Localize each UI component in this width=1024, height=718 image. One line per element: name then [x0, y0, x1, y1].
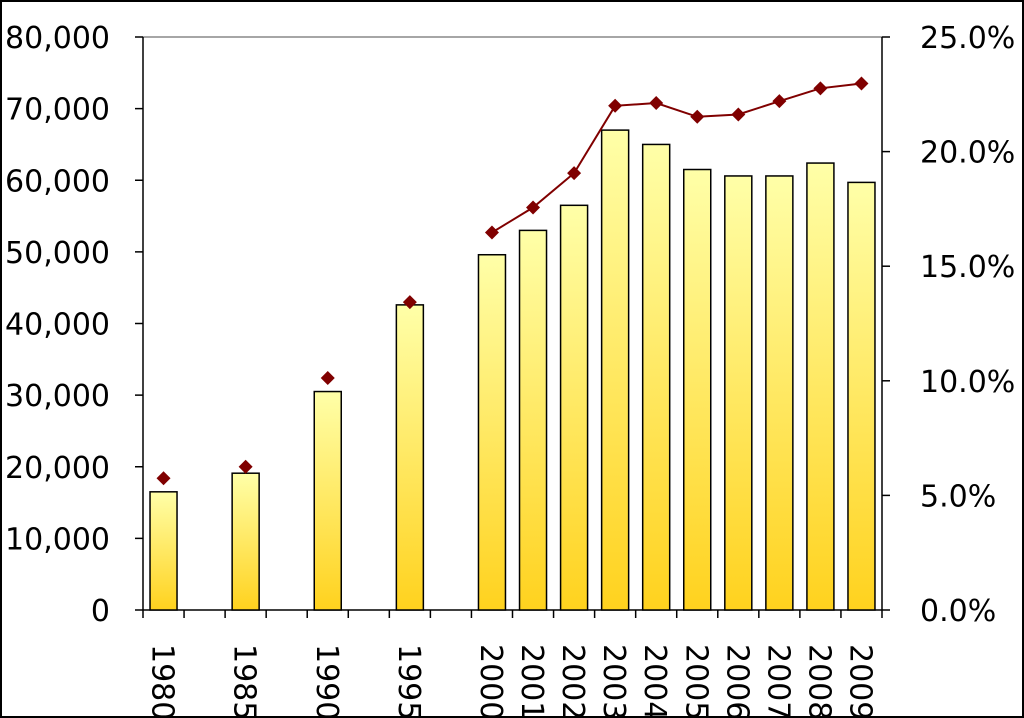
- x-category-label: 2007: [760, 644, 795, 716]
- share-marker-1980: [156, 471, 171, 486]
- left-tick-label: 20,000: [5, 451, 110, 486]
- bar-2007: [765, 175, 794, 611]
- x-category-label: 2001: [514, 644, 549, 716]
- share-marker-2002: [567, 166, 582, 181]
- right-tick-label: 10.0%: [920, 365, 1015, 400]
- axes: [135, 36, 890, 618]
- share-line: [491, 82, 862, 234]
- bar-series: [149, 129, 876, 611]
- x-category-label: 2009: [842, 644, 877, 716]
- right-tick-label: 5.0%: [920, 479, 996, 514]
- bar-2005: [683, 168, 712, 611]
- bar-1980: [149, 491, 178, 611]
- x-category-label: 2008: [801, 644, 836, 716]
- share-marker-1995: [402, 295, 417, 310]
- right-tick-label: 0.0%: [920, 594, 996, 629]
- bar-2002: [559, 204, 589, 611]
- line-series: [156, 76, 869, 486]
- x-category-label: 2003: [596, 644, 631, 716]
- x-category-label: 1995: [391, 644, 426, 716]
- bar-1995: [395, 304, 425, 611]
- left-tick-label: 0: [91, 594, 110, 629]
- x-category-label: 2005: [678, 644, 713, 716]
- left-tick-label: 30,000: [5, 379, 110, 414]
- bar-2003: [600, 129, 630, 611]
- share-marker-2009: [854, 76, 869, 91]
- x-category-label: 1985: [227, 644, 262, 716]
- share-marker-2005: [690, 109, 705, 124]
- tick-labels: 0 10,000 20,000 30,000 40,000 50,000 60,000 70,…: [5, 21, 1015, 629]
- x-category-label: 2000: [473, 644, 508, 716]
- right-tick-label: 20.0%: [920, 136, 1015, 171]
- left-tick-label: 10,000: [5, 522, 110, 557]
- share-marker-2001: [526, 200, 541, 215]
- left-tick-label: 60,000: [5, 164, 110, 199]
- x-category-label: 2004: [637, 644, 672, 716]
- share-marker-2006: [731, 107, 746, 122]
- share-marker-2000: [484, 225, 499, 240]
- bar-2009: [847, 181, 876, 611]
- bar-1990: [313, 390, 342, 611]
- left-tick-label: 40,000: [5, 308, 110, 343]
- left-tick-label: 80,000: [5, 21, 110, 56]
- share-marker-2003: [608, 98, 623, 113]
- left-tick-label: 50,000: [5, 236, 110, 271]
- left-tick-label: 70,000: [5, 93, 110, 128]
- bar-1985: [231, 472, 260, 611]
- x-category-label: 1990: [309, 644, 344, 716]
- x-category-label: 2002: [555, 644, 590, 716]
- x-category-label: 2006: [719, 644, 754, 716]
- x-category-label: 1980: [145, 644, 180, 716]
- bar-2008: [806, 162, 835, 611]
- right-tick-label: 25.0%: [920, 21, 1015, 56]
- share-marker-2004: [649, 96, 664, 111]
- share-marker-1985: [238, 459, 253, 474]
- bar-2000: [477, 253, 507, 611]
- bar-2004: [641, 143, 671, 611]
- share-marker-2007: [772, 94, 787, 109]
- right-tick-label: 15.0%: [920, 250, 1015, 285]
- bar-2006: [724, 175, 753, 611]
- bar-2001: [518, 229, 548, 611]
- share-marker-1990: [320, 371, 335, 386]
- share-marker-2008: [813, 81, 828, 96]
- category-labels: 1980 1985 1990 1995 2000 2001 2002 2003 2004 2005…: [145, 644, 878, 716]
